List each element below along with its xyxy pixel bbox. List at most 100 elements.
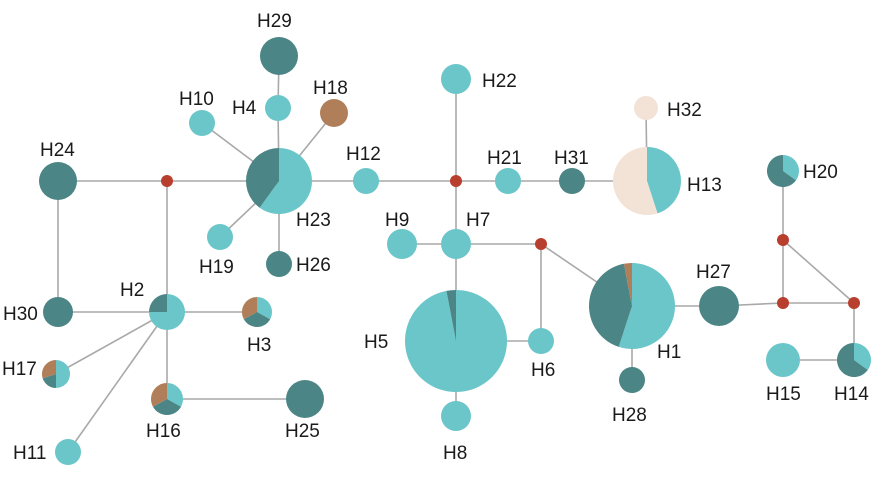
edge-h2-h11	[67, 311, 168, 453]
haplotype-label-h15: H15	[766, 384, 801, 405]
haplotype-label-h22: H22	[482, 71, 517, 92]
haplotype-h8-slice-light	[441, 401, 471, 431]
haplotype-label-h13: H13	[687, 175, 722, 196]
haplotype-h19	[207, 224, 233, 250]
haplotype-label-h4: H4	[232, 98, 257, 119]
haplotype-h16-slice-light	[167, 383, 183, 407]
haplotype-h9-slice-light	[387, 229, 417, 259]
haplotype-label-h19: H19	[199, 257, 234, 278]
median-vector-mv3	[535, 238, 547, 250]
haplotype-h16	[151, 383, 183, 415]
haplotype-h22	[441, 64, 471, 94]
haplotype-h26	[266, 251, 292, 277]
haplotype-label-h25: H25	[285, 421, 320, 442]
haplotype-h31-slice-dark	[559, 168, 585, 194]
median-vector-mv6	[848, 297, 860, 309]
haplotype-h14-slice-light	[854, 343, 871, 370]
haplotype-h1	[589, 263, 676, 349]
haplotype-h3-slice-brown	[241, 297, 257, 320]
haplotype-h15	[766, 343, 800, 377]
haplotype-h30-slice-dark	[43, 297, 73, 327]
haplotype-h17-slice-light	[56, 360, 70, 388]
haplotype-h28-slice-dark	[619, 367, 645, 393]
haplotype-h12-slice-light	[353, 168, 379, 194]
haplotype-h28	[619, 367, 645, 393]
haplotype-h17-slice-dark	[42, 374, 56, 388]
haplotype-h14	[836, 343, 871, 377]
haplotype-h10-slice-light	[189, 110, 215, 136]
haplotype-h21-slice-light	[495, 168, 521, 194]
median-vector-mv1	[161, 175, 173, 187]
haplotype-label-h21: H21	[487, 148, 522, 169]
haplotype-h24-slice-dark	[39, 162, 77, 200]
haplotype-h4-slice-light	[265, 95, 291, 121]
haplotype-h13-slice-pale	[613, 147, 658, 215]
edge-h2-h17	[55, 311, 168, 375]
haplotype-label-h20: H20	[803, 162, 838, 183]
haplotype-h20	[767, 155, 800, 187]
haplotype-h30	[43, 297, 73, 327]
haplotype-h3	[241, 297, 272, 328]
haplotype-label-h1: H1	[657, 342, 681, 363]
network-labels: H1 H2 H3 H4 H5 H6 H7 H8 H9 H10 H11 H12 H13 H14 H15 H16 H…	[2, 11, 869, 464]
haplotype-h5-slice-light	[405, 290, 508, 392]
haplotype-h20-slice-dark	[767, 155, 796, 187]
haplotype-h11-slice-light	[55, 439, 81, 465]
haplotype-h23-slice-dark	[245, 148, 279, 208]
haplotype-label-h12: H12	[346, 144, 381, 165]
haplotype-label-h11: H11	[13, 443, 46, 464]
haplotype-h29-slice-dark	[260, 37, 298, 75]
haplotype-h1-slice-dark	[589, 263, 632, 347]
haplotype-h2-slice-dark	[149, 294, 167, 312]
haplotype-label-h6: H6	[531, 360, 555, 381]
haplotype-h11	[55, 439, 81, 465]
haplotype-label-h31: H31	[554, 148, 589, 169]
haplotype-label-h18: H18	[313, 78, 348, 99]
haplotype-label-h7: H7	[466, 210, 490, 231]
haplotype-h19-slice-light	[207, 224, 233, 250]
haplotype-label-h23: H23	[296, 210, 331, 231]
haplotype-h3-slice-light	[257, 297, 272, 320]
haplotype-h17	[41, 360, 70, 388]
haplotype-h23-slice-light	[259, 148, 312, 214]
haplotype-label-h26: H26	[296, 255, 331, 276]
haplotype-h7-slice-light	[441, 229, 471, 259]
haplotype-h7	[441, 229, 471, 259]
haplotype-h16-slice-dark	[152, 399, 182, 415]
haplotype-h32-slice-pale	[634, 96, 658, 120]
haplotype-h27	[699, 286, 739, 326]
haplotype-h20-slice-light	[783, 155, 800, 181]
haplotype-h8	[441, 401, 471, 431]
haplotype-h23	[245, 148, 312, 214]
haplotype-h21	[495, 168, 521, 194]
haplotype-label-h30: H30	[3, 304, 38, 325]
haplotype-h3-slice-dark	[243, 312, 271, 328]
haplotype-h27-slice-dark	[699, 286, 739, 326]
haplotype-label-h2: H2	[120, 280, 144, 301]
median-vector-mv4	[777, 297, 789, 309]
haplotype-h31	[559, 168, 585, 194]
haplotype-h5-slice-dark	[446, 290, 456, 341]
haplotype-label-h28: H28	[612, 405, 647, 426]
haplotype-label-h32: H32	[667, 100, 702, 121]
haplotype-label-h27: H27	[696, 262, 731, 283]
network-nodes	[39, 37, 871, 465]
haplotype-label-h9: H9	[385, 210, 409, 231]
haplotype-h15-slice-light	[766, 343, 800, 377]
haplotype-h22-slice-light	[441, 64, 471, 94]
haplotype-label-h24: H24	[40, 140, 75, 161]
haplotype-h18	[320, 99, 348, 127]
haplotype-h1-slice-brown	[623, 263, 632, 306]
haplotype-h26-slice-dark	[266, 251, 292, 277]
haplotype-label-h10: H10	[179, 89, 214, 110]
haplotype-h12	[353, 168, 379, 194]
haplotype-h5	[405, 290, 508, 392]
haplotype-h6	[528, 328, 554, 354]
haplotype-h17-slice-brown	[41, 360, 56, 379]
haplotype-h25	[286, 380, 324, 418]
haplotype-h13	[613, 147, 682, 215]
haplotype-label-h29: H29	[257, 11, 292, 32]
haplotype-h9	[387, 229, 417, 259]
haplotype-h18-slice-brown	[320, 99, 348, 127]
